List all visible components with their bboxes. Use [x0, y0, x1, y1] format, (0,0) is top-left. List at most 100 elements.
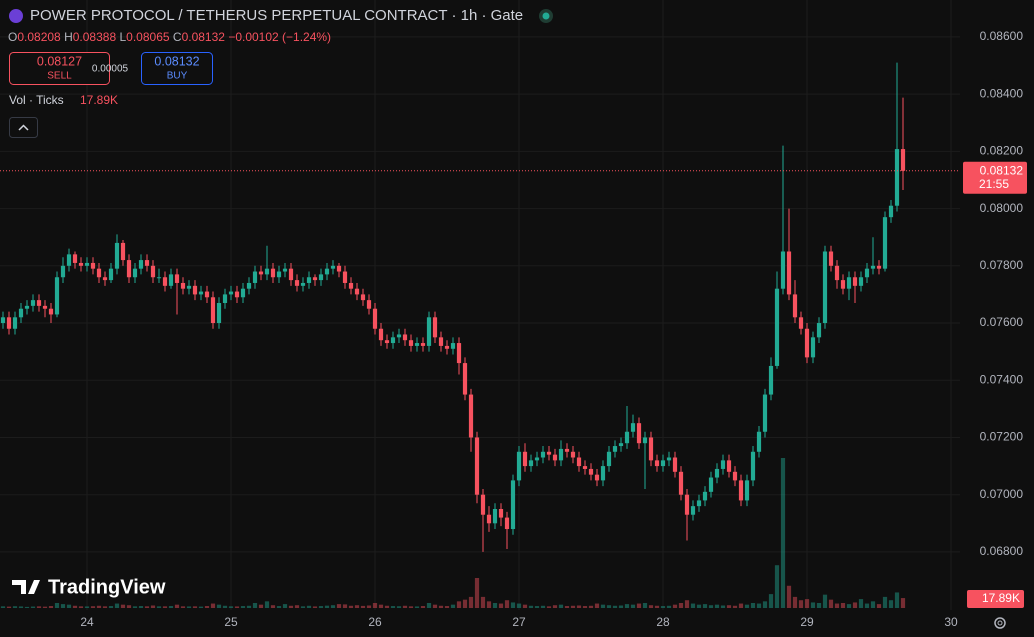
volume-bar: [756, 603, 762, 608]
candle-body: [798, 317, 804, 329]
volume-bar: [336, 604, 342, 608]
candle-body: [618, 443, 624, 447]
collapse-button[interactable]: [9, 117, 38, 138]
candle-body: [336, 265, 342, 272]
volume-bar: [480, 596, 486, 608]
volume-bar: [120, 604, 126, 608]
buy-price[interactable]: 0.08132: [154, 54, 199, 68]
volume-bar: [810, 602, 816, 608]
settings-button[interactable]: [994, 617, 1006, 629]
volume-bar: [168, 606, 174, 608]
candle-body: [144, 260, 150, 266]
candle-body: [372, 308, 378, 329]
settings-icon-core[interactable]: [997, 620, 1003, 626]
volume-bar: [882, 596, 888, 608]
volume-bar: [282, 604, 288, 608]
volume-bar: [240, 606, 246, 608]
candle-body: [120, 242, 126, 261]
legend-value: 0.08132: [182, 30, 226, 44]
candle-body: [828, 251, 834, 266]
candle-body: [126, 260, 132, 278]
brand-logo: [12, 580, 40, 594]
candle-body: [174, 274, 180, 283]
candle-body: [696, 500, 702, 507]
candle-body: [864, 268, 870, 278]
volume-bar: [750, 603, 756, 608]
candle-body: [594, 474, 600, 481]
volume-bar: [420, 606, 426, 608]
volume-last-box: [967, 590, 1024, 608]
chart-title: POWER PROTOCOL / TETHERUS PERPETUAL CONT…: [30, 7, 523, 24]
candle-body: [168, 274, 174, 286]
volume-bar: [696, 604, 702, 608]
candle-body: [822, 251, 828, 324]
candle-body: [438, 337, 444, 346]
volume-bar: [456, 601, 462, 608]
volume-bar: [546, 606, 552, 608]
y-tick-label: 0.07000: [980, 487, 1024, 501]
volume-bar: [312, 606, 318, 608]
volume-bar: [612, 605, 618, 608]
candle-body: [582, 466, 588, 469]
volume-bar: [300, 606, 306, 608]
candle-body: [744, 480, 750, 501]
volume-bar: [474, 578, 480, 608]
volume-bar: [30, 606, 36, 608]
candle-body: [222, 294, 228, 303]
volume-bar: [606, 605, 612, 608]
x-tick-label: 27: [512, 615, 526, 629]
candle-body: [444, 345, 450, 349]
buy-box[interactable]: [141, 52, 213, 85]
volume-bar: [144, 606, 150, 608]
volume-bar: [726, 605, 732, 608]
candle-body: [756, 431, 762, 452]
volume-bar: [516, 603, 522, 608]
candle-body: [450, 343, 456, 349]
candle-body: [678, 471, 684, 495]
volume-bar: [894, 592, 900, 608]
y-tick-label: 0.08600: [980, 29, 1024, 43]
volume-bar: [678, 603, 684, 608]
chevron-icon[interactable]: [18, 124, 29, 131]
volume-bar: [354, 605, 360, 608]
volume-bar: [78, 606, 84, 608]
candle-body: [732, 471, 738, 481]
candle-body: [162, 277, 168, 286]
volume-bar: [768, 594, 774, 608]
candle-body: [534, 457, 540, 461]
candle-body: [474, 437, 480, 495]
volume-bar: [666, 605, 672, 608]
candle-body: [288, 268, 294, 281]
candle-body: [30, 300, 36, 306]
volume-bar: [834, 603, 840, 608]
volume-bar: [402, 605, 408, 608]
candle-body: [102, 277, 108, 281]
sell-box[interactable]: [9, 52, 110, 85]
volume-bar: [852, 602, 858, 608]
candle-body: [702, 491, 708, 501]
volume-bar: [252, 603, 258, 608]
volume-bar: [426, 603, 432, 608]
candle-body: [834, 265, 840, 281]
candle-body: [768, 365, 774, 395]
sell-button[interactable]: 0.08127 SELL: [9, 52, 110, 85]
candle-body: [900, 149, 906, 171]
sell-label[interactable]: SELL: [47, 71, 72, 82]
sell-price[interactable]: 0.08127: [37, 54, 82, 68]
volume-bar: [840, 603, 846, 608]
settings-icon[interactable]: [994, 617, 1006, 629]
volume-bar: [138, 606, 144, 608]
volume-bar: [54, 603, 60, 608]
candle-body: [366, 300, 372, 309]
volume-bar: [540, 605, 546, 608]
candle-body: [882, 217, 888, 269]
volume-bar: [582, 606, 588, 608]
buy-button[interactable]: 0.08132 BUY: [141, 52, 213, 85]
candle-body: [558, 448, 564, 461]
volume-bar: [492, 603, 498, 608]
candle-body: [48, 308, 54, 315]
candle-body: [384, 340, 390, 344]
buy-label[interactable]: BUY: [167, 71, 188, 82]
candle-body: [84, 262, 90, 266]
collapse-box[interactable]: [9, 117, 38, 138]
